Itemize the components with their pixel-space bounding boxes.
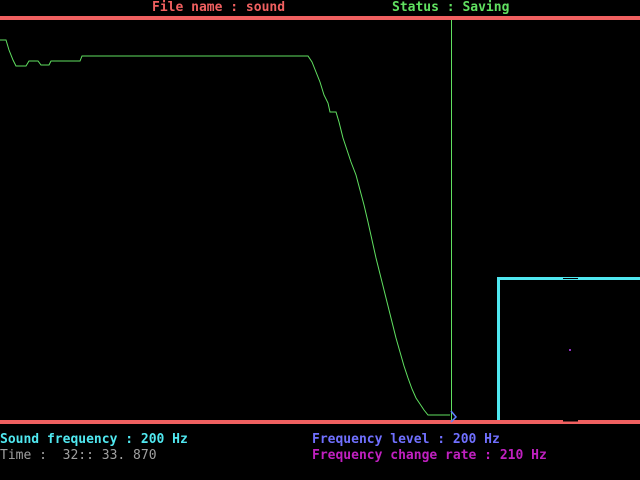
top-divider (0, 16, 640, 20)
bottom-divider (0, 420, 640, 424)
frequency-level-readout: Frequency level : 200 Hz (312, 432, 500, 447)
sound-frequency-readout: Sound frequency : 200 Hz (0, 432, 188, 447)
preview-box (497, 277, 640, 420)
frequency-change-rate-readout: Frequency change rate : 210 Hz (312, 448, 547, 463)
file-name-label: File name : sound (152, 0, 286, 15)
preview-dot (569, 349, 571, 351)
time-readout: Time : 32:: 33. 870 (0, 448, 157, 463)
waveform-trace (0, 39, 450, 416)
status-label: Status : Saving (392, 0, 510, 15)
arrow-marker-icon (450, 410, 458, 423)
